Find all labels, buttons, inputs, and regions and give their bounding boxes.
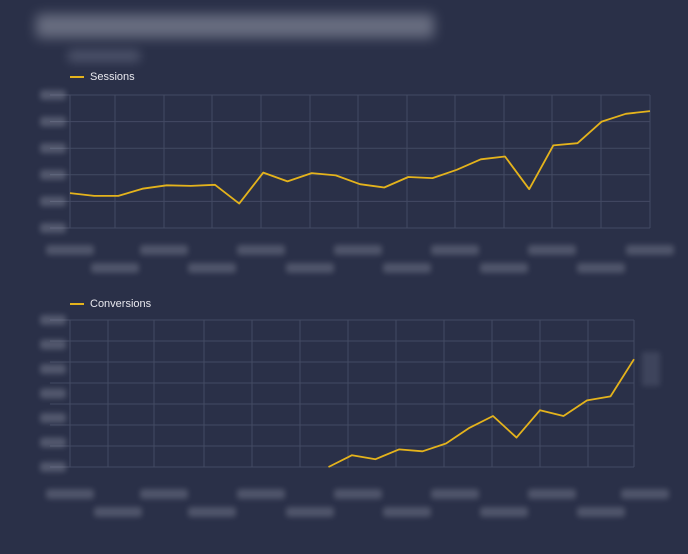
sessions-blurred-x-tick [334, 245, 382, 255]
conversions-blurred-x-tick [140, 489, 188, 499]
sessions-blurred-x-tick [528, 245, 576, 255]
conversions-blurred-x-tick [94, 507, 142, 517]
conversions-blurred-y-tick [40, 413, 66, 423]
conversions-blurred-y-tick [40, 388, 66, 399]
conversions-blurred-x-tick [480, 507, 528, 517]
conversions-blurred-end-marker [642, 352, 660, 386]
sessions-blurred-x-tick [237, 245, 285, 255]
conversions-blurred-x-tick [237, 489, 285, 499]
conversions-series-line [328, 358, 635, 468]
sessions-blurred-y-tick [40, 143, 66, 154]
conversions-blurred-y-tick [40, 339, 66, 350]
sessions-blurred-x-tick [383, 263, 431, 273]
sessions-blurred-x-tick [286, 263, 334, 273]
sessions-blurred-x-tick [46, 245, 94, 255]
conversions-blurred-x-tick [46, 489, 94, 499]
sessions-blurred-x-tick [480, 263, 528, 273]
sessions-series-line [69, 110, 651, 205]
conversions-blurred-y-tick [40, 364, 66, 374]
conversions-blurred-x-tick [621, 489, 669, 499]
conversions-legend-swatch [70, 303, 84, 305]
conversions-blurred-y-tick [40, 437, 66, 448]
sessions-legend-label: Sessions [90, 71, 135, 83]
blurred-page-title [36, 14, 434, 38]
sessions-blurred-x-tick [626, 245, 674, 255]
conversions-legend-label: Conversions [90, 298, 152, 310]
conversions-blurred-x-tick [286, 507, 334, 517]
sessions-blurred-y-tick [40, 223, 66, 233]
conversions-blurred-y-tick [40, 462, 66, 472]
conversions-blurred-x-tick [431, 489, 479, 499]
conversions-blurred-x-tick [383, 507, 431, 517]
sessions-legend-swatch [70, 76, 84, 78]
sessions-blurred-x-tick [577, 263, 625, 273]
sessions-blurred-y-tick [40, 196, 66, 207]
sessions-blurred-y-tick [40, 90, 66, 100]
sessions-blurred-x-tick [431, 245, 479, 255]
sessions-blurred-x-tick [140, 245, 188, 255]
sessions-blurred-x-tick [91, 263, 139, 273]
sessions-chart [40, 90, 674, 273]
sessions-legend: Sessions [70, 71, 135, 83]
blurred-subtitle [68, 50, 140, 62]
conversions-blurred-x-tick [528, 489, 576, 499]
sessions-blurred-x-tick [188, 263, 236, 273]
conversions-blurred-x-tick [577, 507, 625, 517]
sessions-blurred-y-tick [40, 116, 66, 127]
conversions-chart [40, 315, 669, 517]
conversions-blurred-x-tick [334, 489, 382, 499]
sessions-blurred-y-tick [40, 169, 66, 180]
conversions-blurred-x-tick [188, 507, 236, 517]
conversions-blurred-y-tick [40, 315, 66, 325]
conversions-legend: Conversions [70, 298, 151, 310]
